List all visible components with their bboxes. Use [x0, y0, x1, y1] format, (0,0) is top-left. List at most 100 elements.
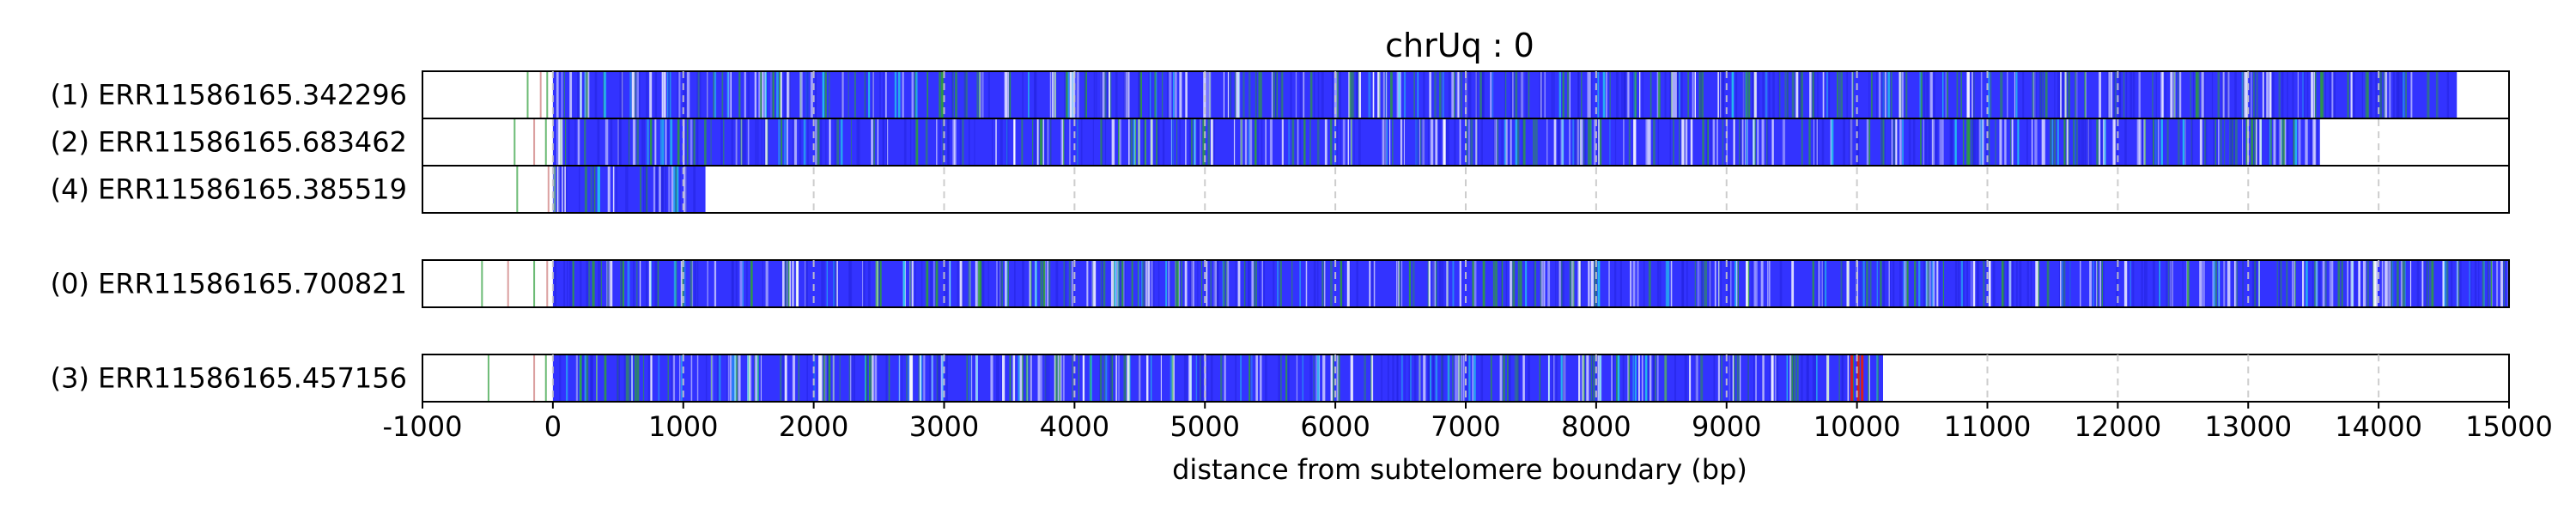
base-mark: [780, 71, 782, 118]
base-mark: [1791, 71, 1795, 118]
pre-boundary-mark: [507, 260, 509, 307]
base-mark: [2451, 260, 2453, 307]
base-mark: [1255, 71, 1257, 118]
base-mark: [1664, 354, 1668, 402]
base-mark: [1063, 118, 1065, 166]
base-mark: [873, 118, 876, 166]
base-mark: [2442, 260, 2445, 307]
base-mark: [2281, 71, 2284, 118]
base-mark: [1947, 71, 1948, 118]
base-mark: [1248, 260, 1249, 307]
base-mark: [1382, 71, 1386, 118]
base-mark: [1165, 260, 1168, 307]
base-mark: [1868, 71, 1870, 118]
base-mark: [625, 166, 627, 213]
base-mark: [1966, 118, 1969, 166]
base-mark: [2030, 260, 2032, 307]
base-mark: [1206, 354, 1208, 402]
base-mark: [581, 354, 584, 402]
base-mark: [1522, 118, 1526, 166]
base-mark: [1534, 260, 1537, 307]
base-mark: [2096, 260, 2098, 307]
base-mark: [2324, 71, 2326, 118]
base-mark: [693, 118, 696, 166]
base-mark: [1824, 260, 1826, 307]
base-mark: [667, 71, 669, 118]
base-mark: [1069, 118, 1071, 166]
base-mark: [1315, 354, 1318, 402]
base-mark: [1156, 118, 1157, 166]
base-mark: [1748, 71, 1751, 118]
base-mark: [765, 118, 768, 166]
base-mark: [1762, 71, 1765, 118]
base-mark: [696, 354, 699, 402]
base-mark: [1014, 118, 1016, 166]
base-mark: [1240, 354, 1242, 402]
base-mark: [1255, 354, 1258, 402]
base-mark: [823, 260, 825, 307]
base-mark: [1702, 260, 1704, 307]
base-mark: [762, 260, 763, 307]
base-mark: [945, 260, 948, 307]
base-mark: [559, 354, 562, 402]
base-mark: [1631, 71, 1635, 118]
base-mark: [1368, 71, 1371, 118]
base-mark: [679, 354, 681, 402]
base-mark: [2218, 118, 2220, 166]
base-mark: [2220, 118, 2222, 166]
base-mark: [577, 71, 580, 118]
base-mark: [744, 118, 746, 166]
base-mark: [823, 354, 826, 402]
base-mark: [1923, 260, 1925, 307]
base-mark: [925, 118, 928, 166]
base-mark: [653, 166, 656, 213]
base-mark: [1632, 260, 1636, 307]
base-mark: [1534, 118, 1538, 166]
base-mark: [1392, 354, 1394, 402]
base-mark: [1933, 118, 1935, 166]
base-mark: [2116, 118, 2118, 166]
base-mark: [646, 260, 648, 307]
base-mark: [848, 260, 851, 307]
base-mark: [1809, 71, 1812, 118]
base-mark: [1577, 71, 1580, 118]
base-mark: [1630, 260, 1632, 307]
base-mark: [1771, 354, 1773, 402]
base-mark: [2236, 260, 2238, 307]
base-mark: [2136, 118, 2140, 166]
base-mark: [872, 71, 874, 118]
base-mark: [1147, 260, 1151, 307]
base-mark: [1059, 354, 1061, 402]
base-mark: [1123, 260, 1126, 307]
base-mark: [894, 71, 897, 118]
base-mark: [2445, 260, 2447, 307]
base-mark: [1145, 354, 1149, 402]
base-mark: [1130, 118, 1133, 166]
base-mark: [979, 260, 982, 307]
base-mark: [1427, 118, 1430, 166]
base-mark: [1336, 71, 1340, 118]
base-mark: [1619, 260, 1622, 307]
base-mark: [1741, 118, 1744, 166]
base-mark: [2416, 260, 2420, 307]
base-mark: [2278, 260, 2281, 307]
base-mark: [1881, 118, 1885, 166]
base-mark: [1280, 71, 1284, 118]
base-mark: [1212, 118, 1216, 166]
base-mark: [1713, 354, 1716, 402]
base-mark: [1880, 260, 1882, 307]
base-mark: [1555, 260, 1557, 307]
base-mark: [1704, 260, 1708, 307]
base-mark: [1435, 354, 1438, 402]
base-mark: [1558, 260, 1561, 307]
base-mark: [1525, 71, 1528, 118]
base-mark: [968, 118, 970, 166]
base-mark: [654, 260, 658, 307]
base-mark: [1905, 260, 1909, 307]
read-track-frame: [422, 165, 2510, 214]
base-mark: [2269, 118, 2271, 166]
base-mark: [1145, 260, 1148, 307]
base-mark: [1019, 354, 1023, 402]
base-mark: [1822, 260, 1826, 307]
base-mark: [1107, 71, 1109, 118]
